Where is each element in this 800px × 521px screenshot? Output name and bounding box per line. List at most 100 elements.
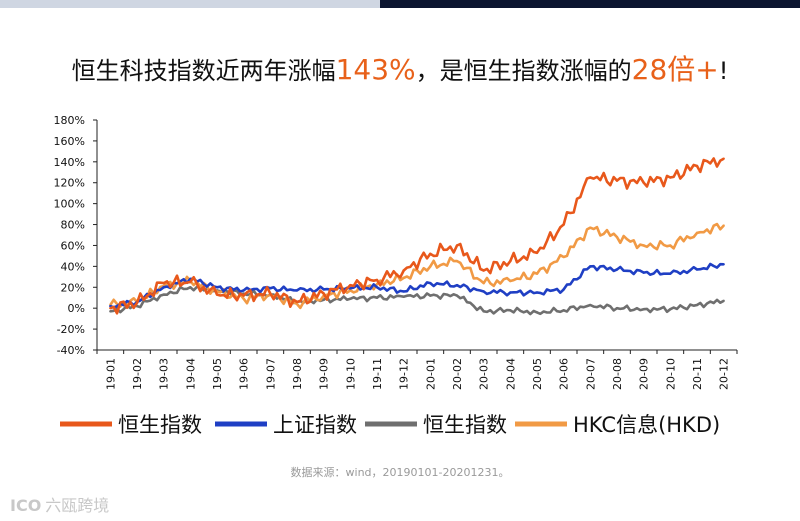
headline-highlight-percent: 143% — [335, 53, 416, 86]
series-line-0 — [109, 157, 725, 315]
top-banner-light-area — [0, 0, 380, 8]
x-tick-label: 19-03 — [158, 358, 171, 390]
series-point-3 — [589, 226, 592, 229]
series-point-0 — [162, 281, 165, 285]
series-point-2 — [722, 299, 725, 303]
x-tick-label: 20-05 — [531, 358, 544, 390]
y-tick-label: 140% — [54, 156, 85, 169]
x-tick-label: 20-03 — [478, 358, 491, 390]
x-tick-label: 19-04 — [184, 358, 197, 390]
y-tick-label: 80% — [61, 219, 85, 232]
series-point-2 — [189, 286, 192, 289]
headline-part2: ，是恒生指数涨幅的 — [415, 57, 632, 85]
headline-highlight-multiple: 28倍+ — [631, 53, 719, 86]
series-point-0 — [642, 181, 645, 184]
y-tick-label: 0% — [68, 302, 85, 315]
x-tick-label: 19-02 — [131, 358, 144, 390]
series-point-2 — [455, 294, 459, 297]
x-tick-label: 20-07 — [584, 358, 597, 390]
x-tick-label: 20-11 — [691, 358, 704, 390]
series-point-0 — [189, 280, 192, 284]
series-point-2 — [322, 298, 325, 302]
series-point-1 — [615, 268, 619, 271]
series-point-0 — [509, 259, 512, 263]
series-point-0 — [215, 293, 219, 296]
series-point-0 — [242, 294, 245, 297]
x-tick-label: 20-06 — [558, 358, 571, 390]
series-point-2 — [589, 303, 592, 307]
x-tick-label: 20-10 — [664, 358, 677, 390]
series-point-3 — [295, 302, 299, 306]
y-tick-label: 40% — [61, 260, 85, 273]
y-tick-label: 20% — [61, 281, 85, 294]
y-tick-label: 160% — [54, 135, 85, 148]
series-point-0 — [589, 176, 592, 179]
series-point-1 — [722, 263, 725, 266]
headline-part3: ! — [718, 57, 729, 85]
x-tick-label: 19-01 — [104, 358, 117, 390]
x-tick-label: 19-05 — [211, 358, 224, 390]
series-point-2 — [615, 306, 619, 310]
x-axis: 19-01 19-02 19-03 19-04 19-05 19-06 19-07 19-08… — [96, 349, 738, 390]
x-tick-label: 20-08 — [611, 358, 624, 390]
legend: 恒生指数 上证指数 恒生指数 HKC信息(HKD) — [60, 413, 720, 437]
x-tick-label: 20-12 — [718, 358, 731, 390]
series-point-3 — [402, 276, 405, 280]
legend-label: 恒生指数 — [118, 413, 202, 437]
legend-label: 恒生指数 — [423, 413, 507, 437]
series-point-0 — [455, 244, 459, 247]
series-point-2 — [375, 296, 379, 299]
top-banner-strip — [0, 0, 800, 8]
series-line-3 — [109, 222, 725, 310]
series-point-1 — [322, 288, 325, 291]
series-point-2 — [535, 311, 539, 314]
x-tick-label: 20-09 — [638, 358, 651, 390]
series-point-0 — [109, 306, 112, 310]
series-point-3 — [455, 259, 459, 263]
x-tick-label: 20-04 — [504, 358, 517, 390]
series-point-3 — [722, 224, 725, 227]
x-tick-label: 19-06 — [238, 358, 251, 390]
series-point-2 — [162, 293, 165, 296]
series-point-2 — [669, 308, 672, 311]
series-point-0 — [722, 157, 725, 160]
x-tick-label: 20-02 — [451, 358, 464, 390]
series-point-0 — [695, 164, 699, 168]
series-point-1 — [589, 265, 592, 268]
series-line-1 — [109, 262, 724, 309]
series-point-1 — [695, 268, 699, 271]
series-point-1 — [535, 291, 539, 294]
y-tick-label: 120% — [54, 177, 85, 190]
series-point-0 — [669, 176, 672, 179]
series-point-1 — [509, 291, 512, 294]
series-point-1 — [429, 281, 432, 285]
data-source-note: 数据来源：wind，20190101-20201231。 — [290, 466, 510, 479]
series-point-2 — [482, 310, 485, 313]
series-point-1 — [375, 286, 379, 289]
y-tick-label: -40% — [57, 344, 85, 357]
series-point-0 — [295, 300, 299, 304]
series-point-0 — [135, 301, 139, 305]
x-tick-label: 20-01 — [424, 358, 437, 390]
series-point-3 — [509, 279, 512, 283]
series-point-0 — [535, 251, 539, 254]
series-point-3 — [429, 265, 432, 268]
line-chart: -40% -20% 0% 20% 40% 60% 80% 100% 120% 140% 160% 18… — [54, 114, 738, 437]
series-point-0 — [482, 269, 485, 272]
x-tick-label: 19-11 — [371, 358, 384, 390]
series-point-0 — [615, 179, 619, 182]
y-tick-label: 60% — [61, 239, 85, 252]
x-tick-label: 19-09 — [318, 358, 331, 390]
series-point-2 — [509, 309, 512, 312]
series-point-1 — [482, 290, 485, 293]
series-point-0 — [375, 278, 379, 282]
series-point-3 — [695, 231, 699, 235]
watermark-text: 六瓯跨境 — [45, 496, 110, 515]
series-point-1 — [669, 272, 672, 275]
series-point-2 — [695, 303, 699, 307]
x-tick-label: 19-08 — [291, 358, 304, 390]
series-point-2 — [642, 308, 645, 311]
series-point-0 — [349, 283, 352, 287]
x-tick-label: 19-12 — [398, 358, 411, 390]
series-point-1 — [402, 290, 405, 293]
